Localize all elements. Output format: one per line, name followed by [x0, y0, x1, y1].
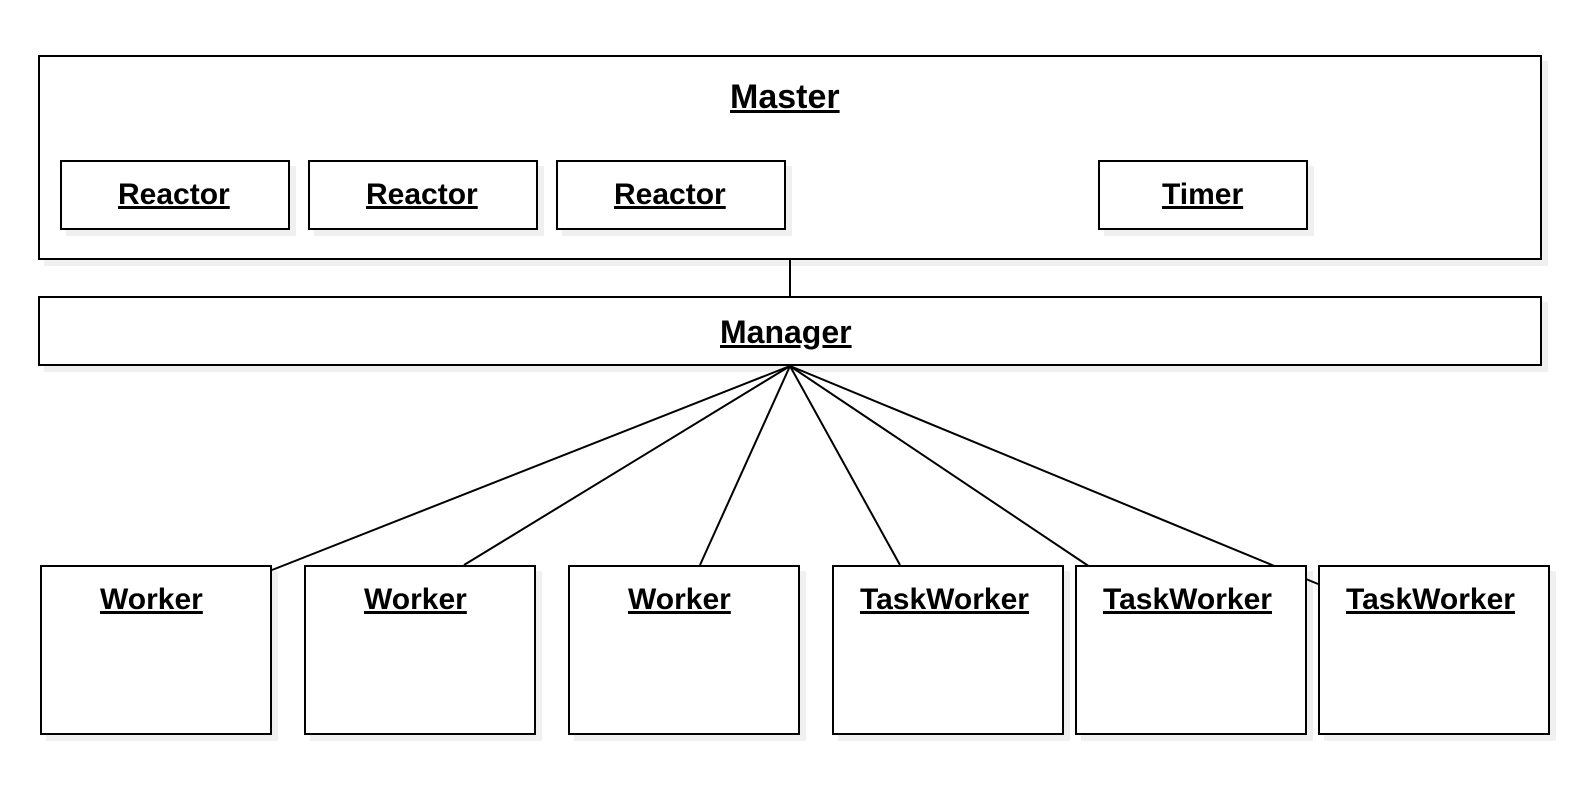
taskworker-label-2: TaskWorker	[1103, 583, 1272, 617]
master-label: Master	[730, 78, 840, 117]
reactor-label-3: Reactor	[614, 178, 726, 212]
worker-label-2: Worker	[364, 583, 467, 617]
reactor-label-1: Reactor	[118, 178, 230, 212]
taskworker-label-1: TaskWorker	[860, 583, 1029, 617]
edge-manager-worker3	[700, 366, 790, 565]
edge-manager-worker2	[464, 366, 790, 565]
taskworker-label-3: TaskWorker	[1346, 583, 1515, 617]
edge-manager-taskworker3	[790, 366, 1318, 584]
worker-label-3: Worker	[628, 583, 731, 617]
edge-manager-taskworker1	[790, 366, 900, 565]
edge-manager-worker1	[272, 366, 790, 570]
diagram-stage: Master Reactor Reactor Reactor Timer Man…	[0, 0, 1580, 796]
reactor-label-2: Reactor	[366, 178, 478, 212]
manager-label: Manager	[720, 314, 852, 351]
worker-label-1: Worker	[100, 583, 203, 617]
edge-manager-taskworker2	[790, 366, 1090, 567]
timer-label: Timer	[1162, 178, 1243, 212]
